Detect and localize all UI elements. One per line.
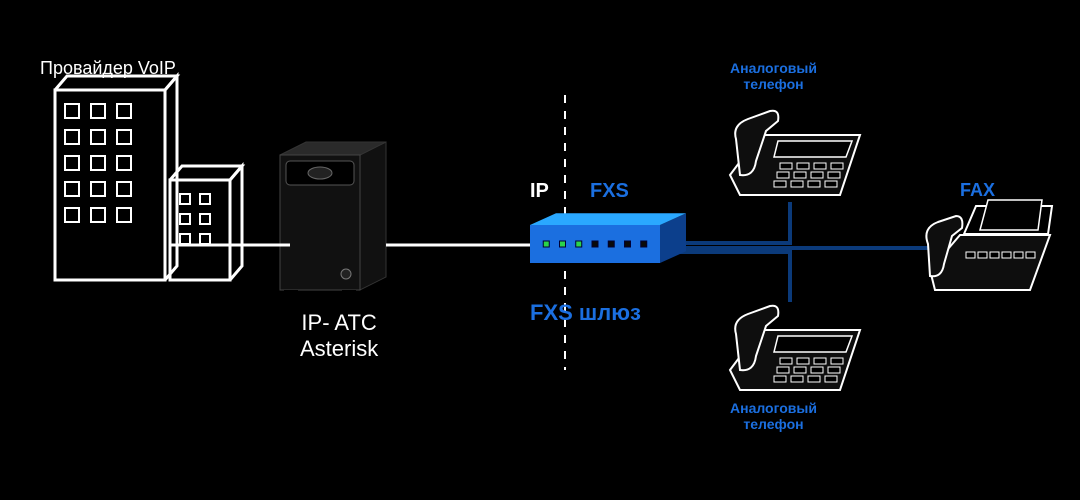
cable-fxs (662, 252, 790, 302)
label-fxs: FXS (590, 180, 629, 203)
analog-phone-bottom (730, 306, 860, 390)
label-fax: FAX (960, 180, 995, 201)
label-fxs_gateway: FXS шлюз (530, 300, 641, 326)
label-ip: IP (530, 180, 549, 203)
fax-machine (926, 200, 1052, 290)
analog-phone-top (730, 111, 860, 195)
label-ip_atc: IP- ATC Asterisk (300, 310, 378, 362)
building (170, 166, 242, 280)
label-phone_top: Аналоговый телефон (730, 60, 817, 92)
building (55, 76, 177, 280)
label-phone_bottom: Аналоговый телефон (730, 400, 817, 432)
server-ip-atc (280, 142, 386, 296)
fxs-gateway (530, 213, 686, 263)
label-provider: Провайдер VoIP (40, 58, 176, 79)
